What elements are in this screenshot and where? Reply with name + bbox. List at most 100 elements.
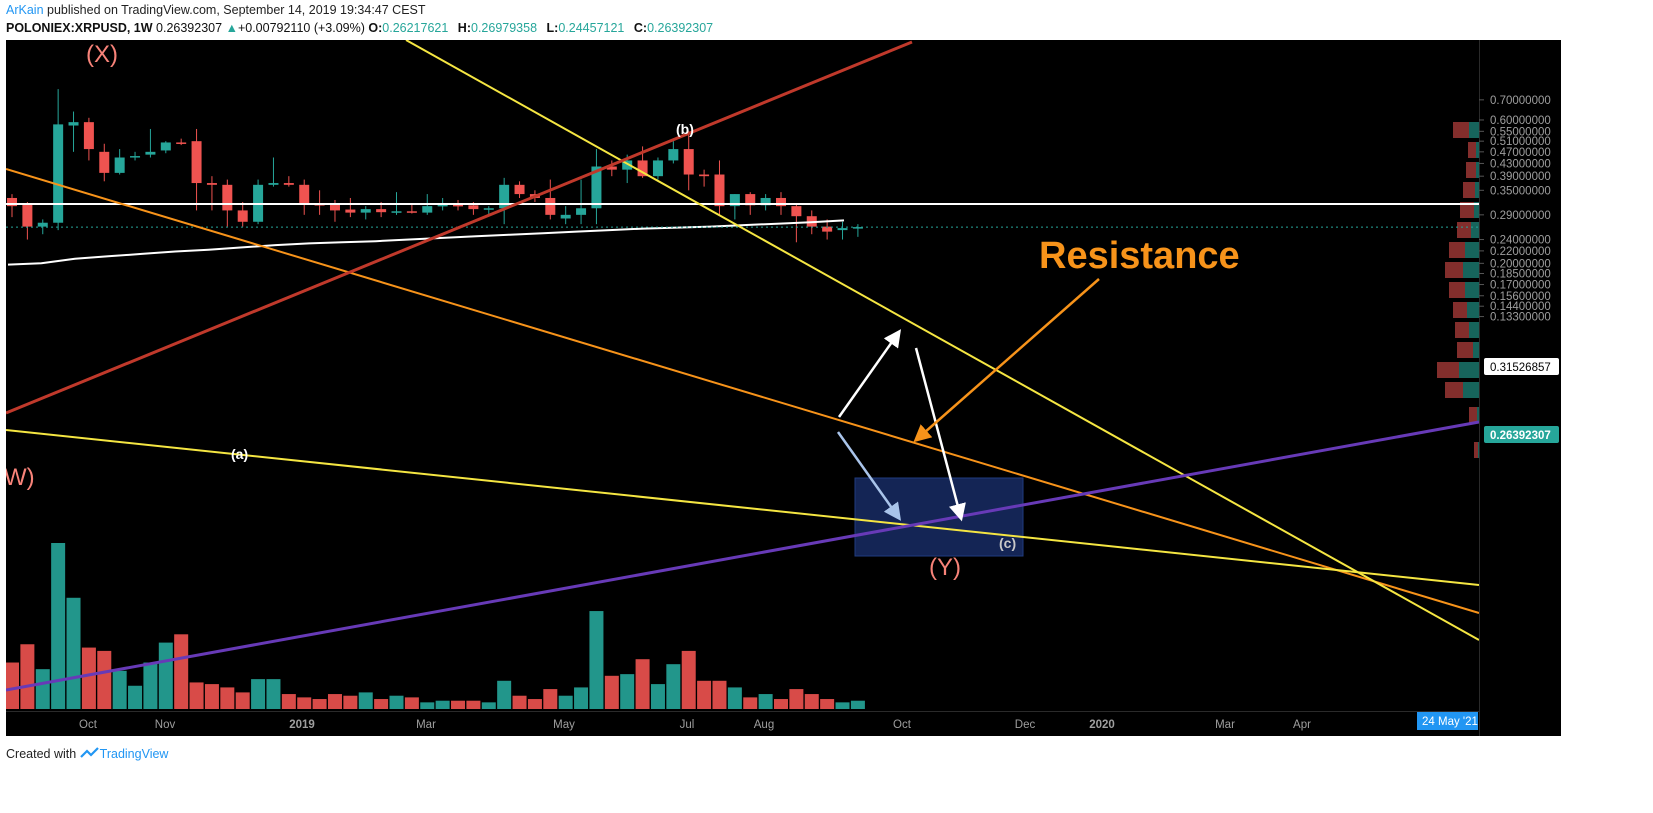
- candle-body: [99, 151, 110, 173]
- close-label: C:: [633, 21, 648, 35]
- candle: [822, 219, 833, 240]
- candle: [668, 141, 679, 164]
- volume-bar: [420, 702, 435, 709]
- candle-body: [483, 208, 494, 210]
- candle: [760, 194, 771, 211]
- candle-body: [652, 160, 663, 177]
- profile-bar-up: [1476, 162, 1479, 178]
- candle: [406, 204, 417, 214]
- y-tick-label: 0.47000000: [1490, 147, 1551, 159]
- candle: [683, 131, 694, 191]
- level-tag-bg: [1484, 358, 1559, 375]
- tradingview-logo-icon: [79, 747, 99, 758]
- candle-body: [83, 122, 94, 150]
- candle-body: [422, 206, 433, 213]
- profile-bar-down: [1460, 202, 1474, 218]
- volume-bar: [681, 650, 696, 709]
- volume-bar: [81, 647, 96, 709]
- y-tick-label: 0.22000000: [1490, 246, 1551, 258]
- price-chart[interactable]: (X) W) (a) (b) (c) (Y) Resistance 0.7000…: [4, 39, 1561, 736]
- y-tick-label: 0.15600000: [1490, 291, 1551, 303]
- candle-body: [714, 174, 725, 207]
- volume-bar: [666, 664, 681, 709]
- profile-bar-down: [1437, 362, 1459, 378]
- x-tick-label: 2020: [1089, 719, 1115, 731]
- y-tick-label: 0.55000000: [1490, 126, 1551, 138]
- candle: [345, 197, 356, 218]
- candle: [576, 179, 587, 225]
- close-value: 0.26392307: [647, 21, 714, 35]
- purple-ascending-line: [5, 420, 1480, 692]
- volume-bar: [543, 689, 558, 709]
- profile-bar-down: [1469, 407, 1477, 423]
- candle-body: [53, 124, 64, 223]
- candle-body: [7, 197, 17, 207]
- profile-bar-down: [1449, 282, 1465, 298]
- wave-label-a: (a): [231, 446, 248, 462]
- candle: [483, 206, 494, 215]
- candle: [652, 157, 663, 180]
- symbol-name: POLONIEX:XRPUSD, 1W: [6, 21, 153, 35]
- chart-frame[interactable]: (X) W) (a) (b) (c) (Y) Resistance 0.7000…: [4, 39, 1561, 736]
- trend-lines: [5, 39, 1480, 692]
- x-tick-label: Nov: [155, 719, 176, 731]
- tradingview-link[interactable]: TradingView: [99, 747, 169, 761]
- level-tag: 0.31526857: [1490, 362, 1551, 374]
- created-with-text: Created with: [6, 747, 77, 761]
- profile-bar-down: [1457, 342, 1473, 358]
- profile-bar-down: [1474, 442, 1478, 458]
- candle: [514, 181, 525, 198]
- candle: [83, 117, 94, 161]
- profile-bar-up: [1465, 242, 1479, 258]
- candle: [299, 179, 310, 215]
- candle-body: [760, 197, 771, 206]
- candle-body: [745, 194, 756, 206]
- candle-body: [822, 226, 833, 232]
- open-label: O:: [368, 21, 383, 35]
- volume-bars: [5, 543, 865, 709]
- volume-bar: [143, 662, 158, 709]
- sma-line: [7, 219, 845, 266]
- candle: [591, 149, 602, 225]
- y-tick-label: 0.18500000: [1490, 269, 1551, 281]
- y-tick-label: 0.39000000: [1490, 171, 1551, 183]
- high-value: 0.26979358: [471, 21, 538, 35]
- profile-bar-down: [1449, 242, 1465, 258]
- candle: [99, 143, 110, 182]
- candle: [114, 149, 125, 175]
- y-tick-label: 0.60000000: [1490, 115, 1551, 127]
- volume-bar: [204, 684, 219, 709]
- volume-bar: [235, 692, 250, 709]
- y-tick-label: 0.29000000: [1490, 210, 1551, 222]
- high-label: H:: [457, 21, 471, 35]
- profile-bar-up: [1463, 382, 1479, 398]
- candle-body: [852, 227, 863, 229]
- candle-body: [22, 204, 33, 227]
- profile-bar-down: [1445, 382, 1463, 398]
- candle-body: [114, 157, 125, 173]
- candle-body: [560, 214, 571, 219]
- volume-bar: [712, 680, 727, 709]
- candle-body: [499, 184, 510, 209]
- profile-bar-down: [1457, 222, 1471, 238]
- candle: [160, 141, 171, 154]
- candle-body: [683, 149, 694, 175]
- candle-body: [837, 228, 848, 231]
- candle: [7, 194, 17, 218]
- low-value: 0.24457121: [558, 21, 625, 35]
- last-price-tag-bg: [1484, 426, 1559, 443]
- x-tick-label: Apr: [1293, 719, 1311, 731]
- candle: [253, 179, 264, 225]
- candle-body: [160, 142, 171, 151]
- candle: [852, 224, 863, 237]
- author-link[interactable]: ArKain: [6, 3, 44, 17]
- profile-bar-up: [1469, 122, 1479, 138]
- volume-profile: [1437, 122, 1479, 458]
- volume-bar: [66, 597, 81, 709]
- volume-bar: [497, 680, 512, 709]
- volume-bar: [266, 679, 281, 709]
- candle-body: [514, 184, 525, 195]
- volume-bar: [435, 700, 450, 709]
- scenario-arrow-up: [837, 329, 902, 418]
- candle: [606, 160, 617, 177]
